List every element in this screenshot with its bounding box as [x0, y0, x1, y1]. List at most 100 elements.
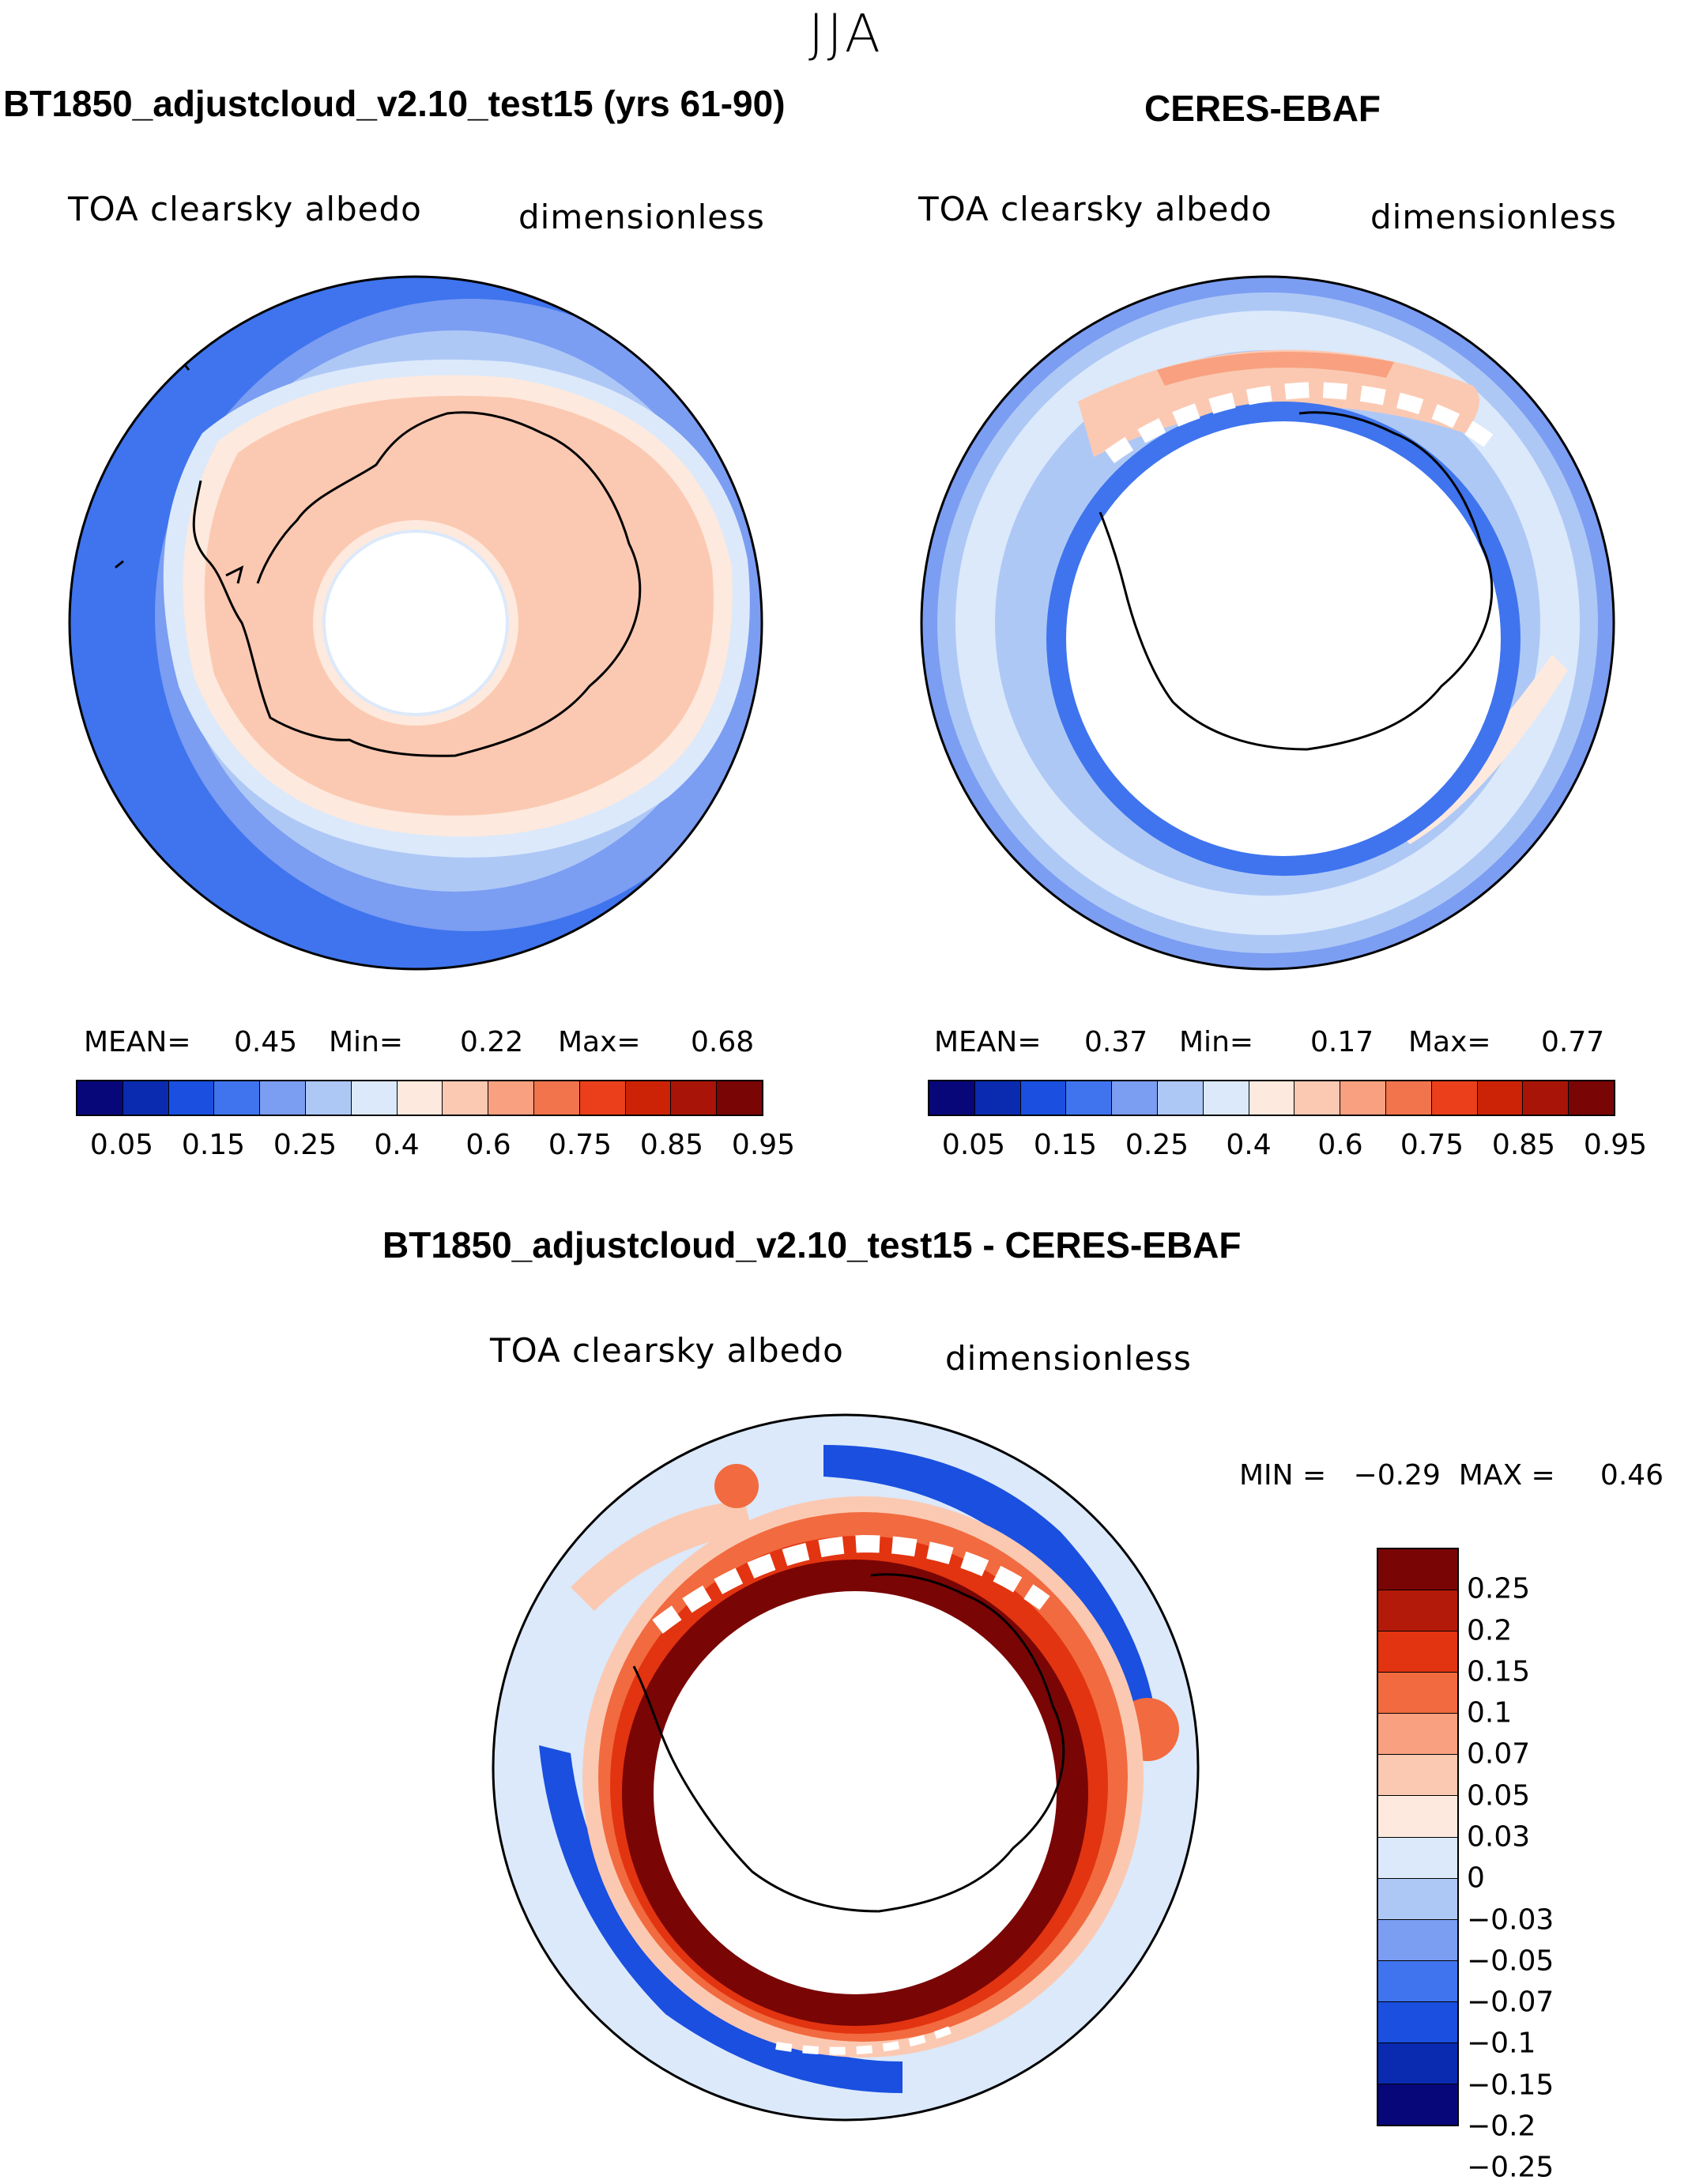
colorbar-swatch — [1378, 1590, 1457, 1632]
panel1-mean-value: 0.45 — [234, 1026, 298, 1058]
colorbar-swatch — [1112, 1081, 1158, 1115]
colorbar-swatch — [1203, 1081, 1249, 1115]
colorbar-swatch — [397, 1081, 443, 1115]
colorbar-tick-label: 0.25 — [1125, 1129, 1189, 1161]
colorbar-swatch — [625, 1081, 672, 1115]
colorbar-tick-label: 0.6 — [465, 1129, 511, 1161]
colorbar-swatch — [1569, 1081, 1614, 1115]
colorbar-tick-label: 0.95 — [1583, 1129, 1648, 1161]
colorbar-swatch — [443, 1081, 489, 1115]
colorbar-swatch — [1378, 1960, 1457, 2002]
colorbar-tick-label: 0.75 — [548, 1129, 612, 1161]
colorbar-tick-label: 0.85 — [1491, 1129, 1556, 1161]
colorbar-swatch — [671, 1081, 718, 1115]
colorbar-swatch — [1523, 1081, 1570, 1115]
colorbar-swatch — [1431, 1081, 1478, 1115]
colorbar-tick-label: −0.15 — [1467, 2069, 1554, 2102]
panel1-max-value: 0.68 — [691, 1026, 755, 1058]
colorbar-tick-label: 0.1 — [1467, 1696, 1513, 1729]
panel1-variable: TOA clearsky albedo — [68, 190, 422, 228]
diff-map — [492, 1413, 1200, 2122]
colorbar-tick-label: 0.6 — [1317, 1129, 1363, 1161]
panel2-min-value: 0.17 — [1310, 1026, 1374, 1058]
panel1-title: BT1850_adjustcloud_v2.10_test15 (yrs 61-… — [3, 83, 786, 124]
colorbar-swatch — [168, 1081, 215, 1115]
season-title: JJA — [808, 3, 884, 64]
colorbar-swatch — [579, 1081, 626, 1115]
colorbar-swatch — [1378, 2001, 1457, 2043]
colorbar-swatch — [1340, 1081, 1386, 1115]
colorbar-tick-label: 0.25 — [1467, 1572, 1531, 1605]
diff-units: dimensionless — [945, 1339, 1192, 1378]
diff-minmax: MIN = −0.29 MAX = 0.46 — [1239, 1459, 1664, 1492]
panel2-variable: TOA clearsky albedo — [918, 190, 1272, 228]
colorbar-swatch — [1378, 1549, 1457, 1591]
colorbar-tick-label: 0.95 — [731, 1129, 796, 1161]
panel2-units: dimensionless — [1370, 198, 1617, 236]
colorbar-swatch — [1378, 1673, 1457, 1714]
panel2-min-label: Min= — [1179, 1026, 1254, 1058]
colorbar-tick-label: 0.4 — [1226, 1129, 1272, 1161]
colorbar-tick-label: −0.05 — [1467, 1944, 1554, 1978]
colorbar-swatch — [1378, 1919, 1457, 1961]
colorbar-swatch — [1378, 2084, 1457, 2126]
panel2-colorbar — [928, 1080, 1615, 1116]
colorbar-tick-label: −0.25 — [1467, 2151, 1554, 2184]
panel2-map — [920, 275, 1615, 971]
colorbar-tick-label: 0.85 — [639, 1129, 704, 1161]
colorbar-swatch — [1157, 1081, 1204, 1115]
colorbar-swatch — [1020, 1081, 1067, 1115]
panel1-stats: MEAN= 0.45 Min= 0.22 Max= 0.68 — [84, 1026, 779, 1061]
colorbar-swatch — [929, 1081, 975, 1115]
colorbar-tick-label: −0.1 — [1467, 2027, 1536, 2060]
panel1-min-value: 0.22 — [460, 1026, 524, 1058]
colorbar-swatch — [1385, 1081, 1432, 1115]
colorbar-tick-label: 0.03 — [1467, 1820, 1531, 1854]
colorbar-tick-label: 0.15 — [1467, 1655, 1531, 1688]
colorbar-tick-label: 0.15 — [181, 1129, 246, 1161]
diff-title: BT1850_adjustcloud_v2.10_test15 - CERES-… — [382, 1224, 1242, 1266]
colorbar-swatch — [1378, 1837, 1457, 1879]
colorbar-swatch — [305, 1081, 352, 1115]
colorbar-swatch — [1378, 2043, 1457, 2085]
colorbar-swatch — [214, 1081, 261, 1115]
colorbar-tick-label: 0.75 — [1400, 1129, 1464, 1161]
panel1-mean-label: MEAN= — [84, 1026, 191, 1058]
panel1-map — [68, 275, 763, 971]
colorbar-tick-label: 0 — [1467, 1861, 1485, 1895]
colorbar-swatch — [1378, 1878, 1457, 1920]
colorbar-tick-label: 0.25 — [273, 1129, 337, 1161]
colorbar-tick-label: 0.05 — [89, 1129, 154, 1161]
colorbar-swatch — [1378, 1796, 1457, 1838]
colorbar-swatch — [1249, 1081, 1295, 1115]
diff-variable: TOA clearsky albedo — [490, 1331, 844, 1370]
panel2-max-value: 0.77 — [1541, 1026, 1605, 1058]
colorbar-swatch — [122, 1081, 169, 1115]
colorbar-swatch — [1294, 1081, 1341, 1115]
colorbar-tick-label: 0.4 — [374, 1129, 420, 1161]
colorbar-swatch — [533, 1081, 580, 1115]
colorbar-tick-label: 0.05 — [1467, 1779, 1531, 1812]
colorbar-tick-label: −0.07 — [1467, 1986, 1554, 2019]
colorbar-swatch — [1378, 1714, 1457, 1756]
colorbar-tick-label: 0.2 — [1467, 1614, 1513, 1647]
colorbar-tick-label: 0.07 — [1467, 1737, 1531, 1771]
panel2-mean-value: 0.37 — [1084, 1026, 1148, 1058]
colorbar-swatch — [974, 1081, 1021, 1115]
colorbar-tick-label: −0.03 — [1467, 1903, 1554, 1937]
panel2-stats: MEAN= 0.37 Min= 0.17 Max= 0.77 — [934, 1026, 1630, 1061]
colorbar-tick-label: 0.15 — [1033, 1129, 1098, 1161]
colorbar-swatch — [1477, 1081, 1524, 1115]
panel1-max-label: Max= — [558, 1026, 641, 1058]
panel1-colorbar — [76, 1080, 763, 1116]
colorbar-swatch — [717, 1081, 762, 1115]
colorbar-swatch — [351, 1081, 398, 1115]
panel1-min-label: Min= — [329, 1026, 404, 1058]
colorbar-swatch — [260, 1081, 306, 1115]
diff-colorbar — [1377, 1548, 1459, 2126]
panel2-title: CERES-EBAF — [1144, 88, 1381, 129]
colorbar-swatch — [77, 1081, 123, 1115]
panel1-units: dimensionless — [518, 198, 765, 236]
colorbar-swatch — [1378, 1755, 1457, 1797]
colorbar-swatch — [1378, 1631, 1457, 1673]
